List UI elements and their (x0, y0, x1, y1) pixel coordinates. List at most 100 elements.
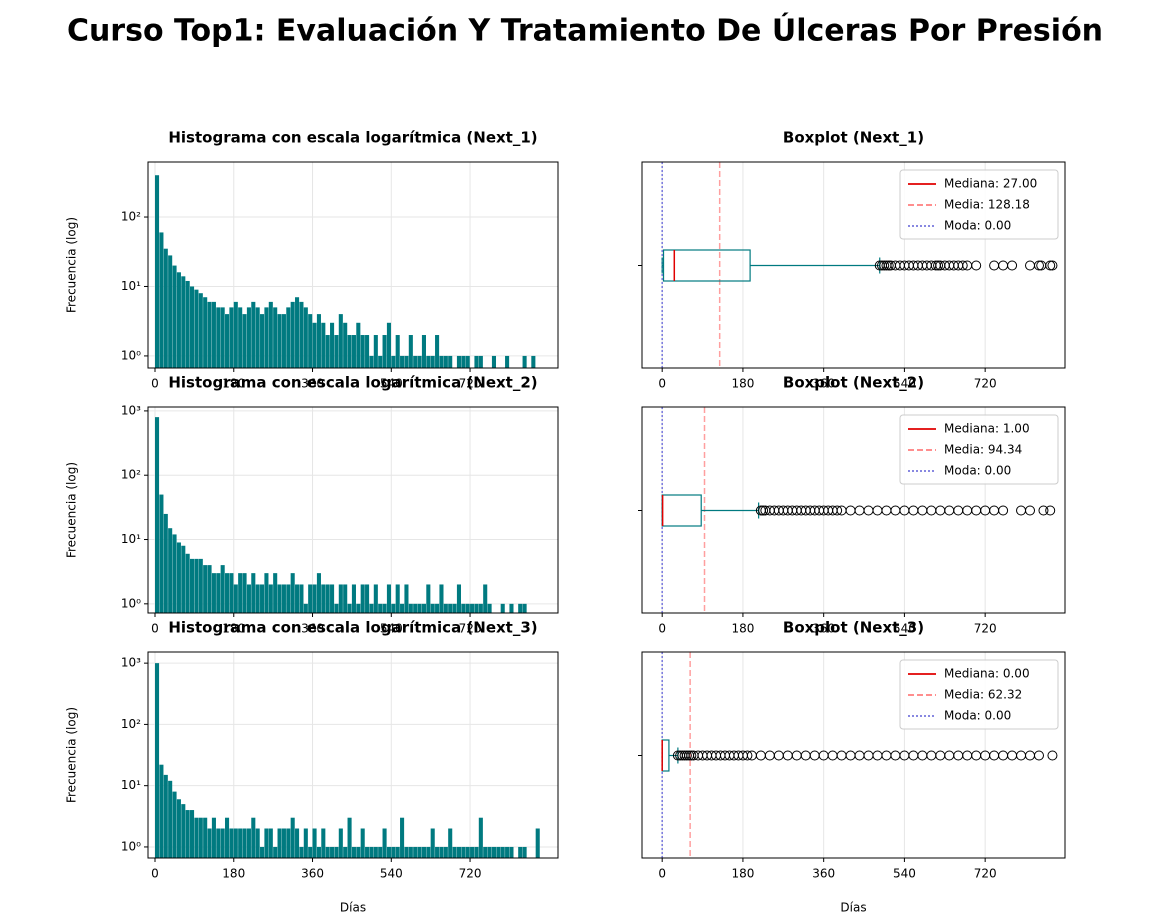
histogram-bar (330, 846, 335, 858)
histogram-bar (417, 603, 422, 613)
legend-label: Mediana: 27.00 (944, 177, 1037, 191)
histogram-bar (496, 846, 501, 858)
histogram-bar (465, 603, 470, 613)
outlier (1025, 750, 1036, 761)
histogram-bar (159, 494, 164, 613)
outlier (989, 505, 1000, 516)
histogram-bar (264, 307, 269, 368)
histogram-bar (435, 603, 440, 613)
histogram-bar (168, 255, 173, 368)
histogram-bar (260, 314, 265, 368)
histogram-bar (308, 584, 313, 613)
histogram-bar (286, 584, 291, 613)
histogram-bar (522, 355, 527, 368)
x-axis-label: Días (840, 901, 866, 915)
histogram-bar (400, 817, 405, 858)
x-tick-label: 720 (459, 622, 482, 636)
outlier (953, 505, 964, 516)
histogram-bar (465, 355, 470, 368)
histogram-bar (211, 301, 216, 368)
histogram-bar (456, 584, 461, 613)
histogram-bar (386, 584, 391, 613)
axes-frame (641, 651, 1066, 859)
axes-frame (147, 651, 559, 859)
histogram-bar (290, 817, 295, 858)
histogram-bar (290, 301, 295, 368)
histogram-bar (321, 322, 326, 368)
x-tick-label: 720 (974, 377, 997, 391)
histogram-bar (338, 584, 343, 613)
histogram-bar (268, 828, 273, 858)
histogram-bar (365, 335, 370, 368)
histogram-bar (535, 828, 540, 858)
histogram-bar (207, 565, 212, 613)
histogram-bar (233, 828, 238, 858)
histogram-bar (386, 846, 391, 858)
outlier (764, 750, 775, 761)
histogram-bar (426, 584, 431, 613)
histogram-bar (448, 355, 453, 368)
histogram-bar (483, 846, 488, 858)
y-tick-label: 10³ (121, 403, 141, 417)
histogram-bar (225, 314, 230, 368)
outlier (1045, 505, 1056, 516)
legend-label: Mediana: 0.00 (944, 667, 1030, 681)
histogram-bar (347, 335, 352, 368)
histogram-bar (295, 297, 300, 368)
x-tick-label: 0 (658, 377, 666, 391)
histogram-bar (238, 307, 243, 368)
histogram-bar (351, 335, 356, 368)
x-tick-label: 540 (893, 377, 916, 391)
histogram-bar (181, 276, 186, 368)
histogram-bar (238, 573, 243, 613)
histogram-bar (448, 603, 453, 613)
histogram-bar (308, 314, 313, 368)
outlier (1007, 750, 1018, 761)
outlier (890, 750, 901, 761)
outlier (1025, 260, 1036, 271)
outlier (872, 750, 883, 761)
outlier (890, 505, 901, 516)
histogram-bar (456, 846, 461, 858)
histogram-bar (430, 828, 435, 858)
histogram-bar (163, 774, 168, 858)
histogram-bar (395, 584, 400, 613)
histogram-bar (207, 301, 212, 368)
histogram-bar (273, 307, 278, 368)
histogram-bar (312, 322, 317, 368)
x-tick-label: 180 (731, 622, 754, 636)
histogram-bar (338, 314, 343, 368)
legend-box (899, 169, 1059, 240)
histogram-bar (185, 553, 190, 613)
outlier (836, 750, 847, 761)
histogram-bar (356, 603, 361, 613)
histogram-bar (443, 603, 448, 613)
histogram-bar (369, 846, 374, 858)
histogram-bar (198, 558, 203, 613)
outlier (1025, 505, 1036, 516)
x-tick-label: 180 (222, 622, 245, 636)
histogram-bar (474, 355, 479, 368)
outlier (854, 750, 865, 761)
histogram-bar (277, 314, 282, 368)
histogram-bar (246, 584, 251, 613)
histogram-bar (373, 335, 378, 368)
histogram-bar (194, 289, 199, 368)
outlier (944, 750, 955, 761)
y-tick-label: 10¹ (121, 532, 141, 546)
outlier (935, 750, 946, 761)
x-tick-label: 360 (812, 622, 835, 636)
outlier (883, 260, 894, 271)
histogram-bar (216, 573, 221, 613)
x-tick-label: 180 (222, 377, 245, 391)
histogram-bar (373, 846, 378, 858)
legend-label: Moda: 0.00 (944, 709, 1011, 723)
histogram-bar (356, 846, 361, 858)
histogram-bar (242, 828, 247, 858)
histogram-bar (242, 314, 247, 368)
histogram-bar (491, 355, 497, 368)
histogram-bar (382, 603, 387, 613)
x-tick-label: 0 (658, 867, 666, 881)
histogram-bar (242, 573, 247, 613)
histogram-bar (435, 846, 440, 858)
